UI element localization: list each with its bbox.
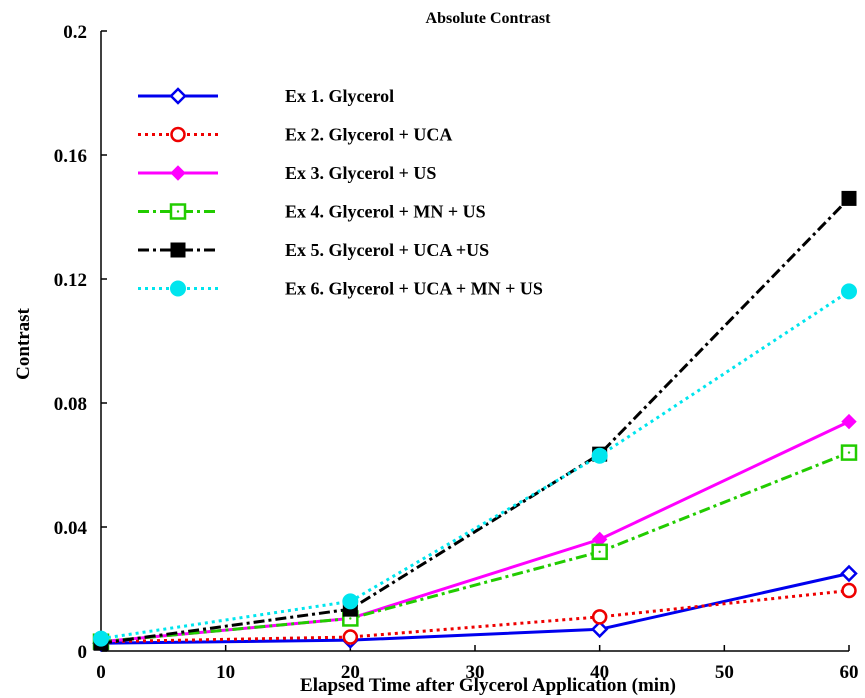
series-2-point <box>841 582 857 599</box>
legend-marker <box>169 87 187 105</box>
series-4-point-center <box>598 550 601 553</box>
series-4 <box>92 444 858 650</box>
series-2-line <box>100 589 850 644</box>
series-3-point <box>841 413 857 430</box>
series-6-point <box>342 593 359 610</box>
series-4-point-center <box>847 451 851 454</box>
legend-entry: Ex 3. Glycerol + US <box>138 163 436 183</box>
series-6-point <box>591 447 608 464</box>
x-tick-label: 50 <box>715 662 734 683</box>
legend-label: Ex 1. Glycerol <box>285 86 394 106</box>
chart-title: Absolute Contrast <box>426 10 552 27</box>
series-layer <box>92 190 858 653</box>
legend-marker <box>170 126 186 143</box>
legend-label: Ex 5. Glycerol + UCA +US <box>285 240 489 260</box>
series-5 <box>93 190 857 651</box>
y-tick-label: 0.16 <box>54 146 87 167</box>
x-tick-label: 10 <box>216 662 235 683</box>
x-tick-label: 30 <box>466 662 485 683</box>
series-1-point <box>590 620 609 639</box>
series-6-point <box>93 630 109 647</box>
x-tick-label: 0 <box>96 662 106 683</box>
series-2 <box>93 582 857 650</box>
legend-marker <box>170 280 186 297</box>
legend-entry: Ex 2. Glycerol + UCA <box>138 125 452 145</box>
legend-entry: Ex 6. Glycerol + UCA + MN + US <box>138 279 543 299</box>
series-5-line <box>100 197 851 645</box>
y-axis-label: Contrast <box>13 307 34 379</box>
y-tick-label: 0.04 <box>54 518 88 539</box>
legend-label: Ex 2. Glycerol + UCA <box>285 125 452 145</box>
legend: Ex 1. Glycerol Ex 2. Glycerol + UCA Ex 3. … <box>138 86 543 299</box>
legend-marker <box>170 165 186 181</box>
y-tick-label: 0 <box>78 642 88 663</box>
series-2-point <box>342 629 359 645</box>
series-6 <box>93 283 857 647</box>
legend-label: Ex 6. Glycerol + UCA + MN + US <box>285 279 543 299</box>
x-tick-label: 20 <box>341 662 360 683</box>
legend-label: Ex 4. Glycerol + MN + US <box>285 202 486 222</box>
legend-marker-center <box>176 210 180 213</box>
y-tick-label: 0.2 <box>63 22 87 43</box>
legend-marker <box>170 242 186 258</box>
y-tick-label: 0.12 <box>54 270 87 291</box>
series-6-point <box>841 283 857 300</box>
x-tick-label: 60 <box>840 662 859 683</box>
series-1-line <box>100 572 850 645</box>
legend-entry: Ex 1. Glycerol <box>138 86 394 106</box>
x-tick-label: 40 <box>590 662 609 683</box>
legend-label: Ex 3. Glycerol + US <box>285 163 436 183</box>
series-4-point-center <box>349 617 352 620</box>
y-tick-label: 0.08 <box>54 394 87 415</box>
series-5-point <box>841 190 857 206</box>
series-1-point <box>840 564 858 583</box>
legend-entry: Ex 4. Glycerol + MN + US <box>138 202 486 222</box>
axes: 0 10 20 30 40 50 60 0 0.04 0.08 0.12 0.16 0.2 <box>54 22 859 683</box>
series-2-point <box>591 609 608 625</box>
x-axis-label: Elapsed Time after Glycerol Application … <box>300 675 676 696</box>
series-6-line <box>100 290 850 641</box>
series-4-line <box>100 451 850 644</box>
legend-entry: Ex 5. Glycerol + UCA +US <box>138 240 489 260</box>
